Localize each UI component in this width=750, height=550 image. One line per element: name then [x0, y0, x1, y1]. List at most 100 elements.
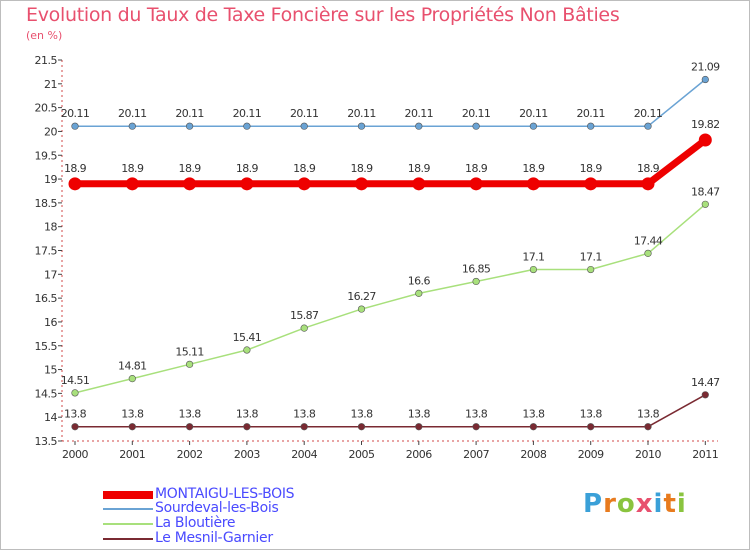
series-sourdeval-les-bois	[71, 75, 709, 130]
legend-swatch	[103, 538, 153, 540]
y-tick-label: 16.5	[35, 292, 58, 305]
logo-letter: i	[653, 489, 664, 519]
data-label: 20.11	[634, 107, 663, 120]
x-tick-label: 2004	[291, 448, 317, 461]
y-tick-label: 14	[44, 411, 57, 424]
legend-label: Le Mesnil-Garnier	[155, 530, 273, 546]
data-point	[644, 122, 652, 130]
data-label: 20.11	[576, 107, 605, 120]
logo-letter: x	[635, 489, 654, 519]
x-tick-label: 2000	[62, 448, 88, 461]
data-point	[641, 177, 655, 191]
data-label: 13.8	[580, 408, 603, 421]
y-tick-label: 17	[44, 268, 57, 281]
data-label: 13.8	[522, 408, 545, 421]
x-tick-label: 2010	[635, 448, 661, 461]
y-tick-label: 20.5	[35, 102, 58, 115]
data-label: 18.9	[522, 162, 545, 175]
data-label: 13.8	[350, 408, 373, 421]
data-point	[701, 200, 709, 208]
y-tick-label: 15	[44, 364, 57, 377]
data-label: 17.1	[580, 251, 602, 264]
data-label: 20.11	[405, 107, 434, 120]
data-label: 13.8	[408, 408, 431, 421]
data-point	[587, 265, 595, 274]
data-point	[584, 177, 598, 191]
data-label: 13.8	[121, 408, 144, 421]
data-point	[357, 305, 366, 313]
data-label: 18.47	[691, 185, 720, 198]
data-point	[300, 423, 308, 431]
data-point	[644, 423, 652, 431]
data-point	[186, 122, 194, 130]
data-point	[526, 177, 540, 191]
data-point	[300, 122, 308, 130]
data-label: 20.11	[290, 107, 319, 120]
data-point	[415, 289, 423, 297]
y-tick-label: 19.5	[35, 149, 58, 162]
y-tick-label: 16	[44, 316, 57, 329]
logo-letter: o	[616, 489, 636, 519]
data-label: 18.9	[408, 162, 431, 175]
data-point	[243, 122, 251, 130]
data-label: 13.8	[179, 408, 202, 421]
data-label: 15.11	[175, 345, 204, 358]
label-layer: 20.11 20.11 20.11 20.11 20.11 20.11 20.11 20.11…	[61, 61, 721, 421]
data-point	[529, 265, 538, 274]
data-point	[355, 177, 368, 191]
y-tick-label: 13.5	[35, 435, 58, 448]
data-point	[357, 423, 366, 431]
data-point	[128, 122, 136, 130]
data-label: 20.11	[519, 107, 548, 120]
data-label: 17.1	[522, 251, 544, 264]
data-label: 18.9	[580, 162, 603, 175]
legend-swatch	[103, 508, 153, 510]
data-label: 15.41	[233, 331, 262, 344]
data-point	[698, 133, 712, 147]
data-point	[125, 177, 139, 191]
chart-title: Evolution du Taux de Taxe Foncière sur l…	[26, 4, 620, 26]
logo-letter: i	[676, 489, 687, 519]
x-tick-label: 2001	[119, 448, 145, 461]
data-point	[472, 277, 480, 286]
data-label: 20.11	[233, 107, 262, 120]
axes: 13.5 14 14.5 15 15.5 16 16.5 17 17.5 18 18.5 19 19.5…	[35, 54, 719, 461]
x-tick-label: 2006	[406, 448, 432, 461]
data-label: 14.47	[691, 376, 720, 389]
data-label: 14.51	[61, 374, 90, 387]
y-tick-label: 18	[44, 221, 57, 234]
data-label: 16.6	[408, 274, 431, 287]
data-label: 18.9	[179, 162, 202, 175]
x-tick-label: 2008	[520, 448, 546, 461]
data-point	[71, 389, 79, 397]
data-point	[587, 423, 595, 431]
data-label: 14.81	[118, 360, 147, 373]
data-label: 20.11	[61, 107, 90, 120]
data-point	[587, 122, 595, 130]
y-tick-label: 21	[44, 78, 57, 91]
data-label: 20.11	[462, 107, 491, 120]
series-line	[71, 136, 709, 188]
data-label: 18.9	[350, 162, 373, 175]
data-point	[701, 75, 709, 84]
data-point	[243, 423, 251, 431]
data-point	[183, 177, 197, 191]
data-point	[415, 423, 423, 431]
data-label: 13.8	[637, 408, 660, 421]
data-label: 16.27	[347, 290, 376, 303]
logo-letter: r	[603, 489, 617, 519]
legend-label: Sourdeval-les-Bois	[155, 500, 279, 516]
data-label: 17.44	[634, 234, 663, 247]
series-le-mesnil-garnier	[71, 391, 709, 431]
data-point	[297, 177, 311, 191]
data-label: 20.11	[175, 107, 204, 120]
y-tick-label: 20	[44, 125, 57, 138]
proxiti-logo: Proxiti	[583, 489, 687, 519]
data-label: 18.9	[465, 162, 488, 175]
legend-label: MONTAIGU-LES-BOIS	[155, 486, 295, 502]
data-label: 13.8	[293, 408, 316, 421]
data-label: 13.8	[465, 408, 488, 421]
x-tick-label: 2005	[349, 448, 375, 461]
